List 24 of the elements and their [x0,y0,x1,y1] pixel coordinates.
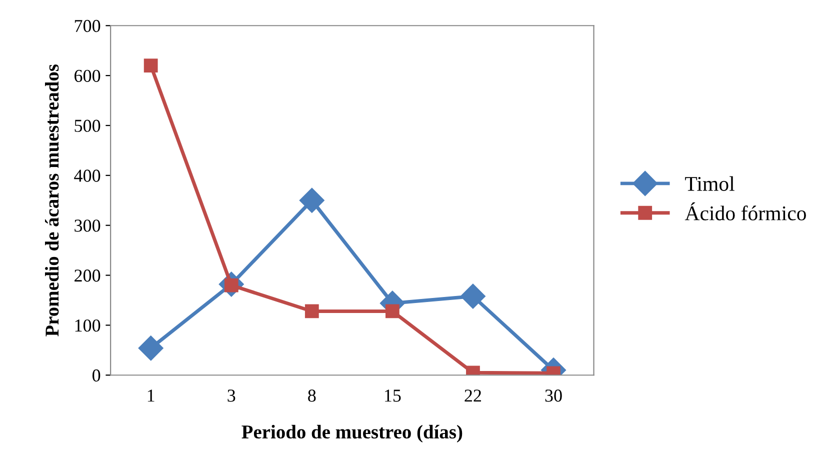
y-tick-label: 0 [92,369,100,382]
point [460,284,486,309]
point [144,58,158,73]
x-tick-label: 30 [545,390,562,402]
y-tick-label: 600 [74,70,100,82]
point [304,304,319,318]
y-tick-label: 300 [74,220,100,232]
x-axis-title: Periodo de muestreo (días) [242,424,462,442]
x-tick-label: 3 [228,390,236,402]
legend-label: Timol [685,176,734,191]
y-tick-label: 200 [74,270,100,282]
y-tick-label: 700 [74,20,100,32]
point [138,336,164,361]
y-tick-label: 500 [74,120,100,132]
x-tick-label: 1 [148,390,154,402]
x-tick-label: 15 [385,390,401,402]
y-tick-label: 100 [75,319,100,332]
legend-label: Ácido fórmico [684,202,806,220]
point [385,304,400,318]
x-tick-label: 22 [464,390,482,402]
x-tick-label: 8 [308,390,316,402]
y-axis-title: Promedio de ácaros muestreados [44,64,59,336]
y-tick-label: 400 [74,170,100,182]
point [299,188,324,213]
